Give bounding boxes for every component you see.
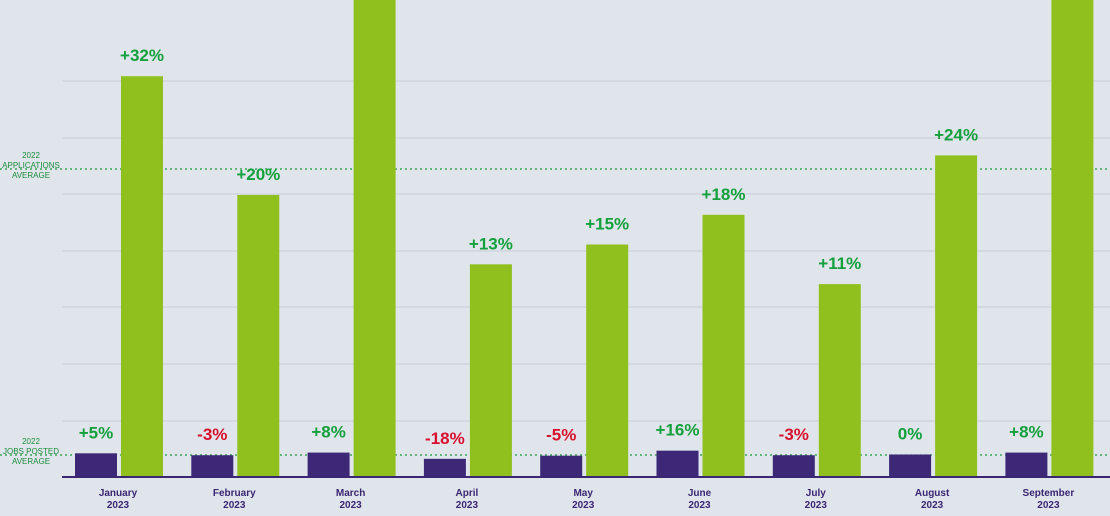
x-tick-label-5-0: June [688,488,712,499]
bar-jobs-posted-7 [889,454,932,477]
label-applications-5: +18% [702,185,746,204]
label-applications-6: +11% [818,254,861,273]
bar-applications-2 [353,0,396,477]
x-tick-label-6-1: 2023 [805,500,828,511]
x-tick-label-7-0: August [915,488,950,499]
bar-jobs-posted-2 [307,452,350,477]
reference-label-applications_avg-2: AVERAGE [12,171,50,180]
x-tick-label-2-1: 2023 [339,500,362,511]
bar-jobs-posted-5 [656,450,699,477]
bar-jobs-posted-0 [75,453,117,477]
bar-applications-7 [935,155,978,477]
label-applications-0: +32% [120,46,164,65]
reference-label-applications_avg-1: APPLICATIONS [2,161,60,170]
label-applications-4: +15% [585,215,629,234]
bar-applications-5 [702,214,745,478]
reference-label-jobs_avg-1: JOBS POSTED [3,447,59,456]
x-tick-label-3-1: 2023 [456,500,479,511]
reference-label-jobs_avg-2: AVERAGE [12,457,50,466]
label-jobs-posted-5: +16% [656,421,700,440]
bar-jobs-posted-6 [772,455,815,477]
label-applications-3: +13% [469,234,513,253]
bar-jobs-posted-4 [540,455,583,477]
reference-label-applications_avg-0: 2022 [22,151,40,160]
x-tick-label-4-0: May [573,488,593,499]
bar-applications-8 [1051,0,1094,477]
x-tick-label-0-0: January [99,488,138,499]
bar-applications-0 [121,76,163,477]
label-jobs-posted-7: 0% [898,425,923,444]
x-tick-label-0-1: 2023 [107,500,130,511]
x-tick-label-8-0: September [1023,488,1075,499]
bar-applications-3 [469,264,512,477]
bar-applications-4 [586,244,629,477]
x-tick-label-1-0: February [213,488,256,499]
x-tick-label-5-1: 2023 [688,500,711,511]
label-applications-7: +24% [934,125,978,144]
label-jobs-posted-8: +8% [1009,423,1044,442]
label-jobs-posted-0: +5% [79,423,114,442]
label-jobs-posted-4: -5% [546,426,576,445]
x-tick-label-7-1: 2023 [921,500,944,511]
x-tick-label-1-1: 2023 [223,500,246,511]
label-jobs-posted-2: +8% [311,423,346,442]
x-tick-label-4-1: 2023 [572,500,595,511]
bar-applications-1 [237,195,280,477]
bar-jobs-posted-3 [423,458,466,477]
reference-label-jobs_avg-0: 2022 [22,437,40,446]
bar-jobs-posted-8 [1005,452,1048,477]
bar-jobs-posted-1 [191,455,234,477]
label-applications-1: +20% [236,165,280,184]
x-tick-label-8-1: 2023 [1037,500,1060,511]
x-tick-label-3-0: April [456,488,479,499]
label-jobs-posted-1: -3% [197,425,227,444]
label-jobs-posted-6: -3% [779,425,809,444]
bar-applications-6 [818,284,861,477]
label-jobs-posted-3: -18% [425,429,465,448]
x-tick-label-6-0: July [806,488,826,499]
x-tick-label-2-0: March [336,488,365,499]
